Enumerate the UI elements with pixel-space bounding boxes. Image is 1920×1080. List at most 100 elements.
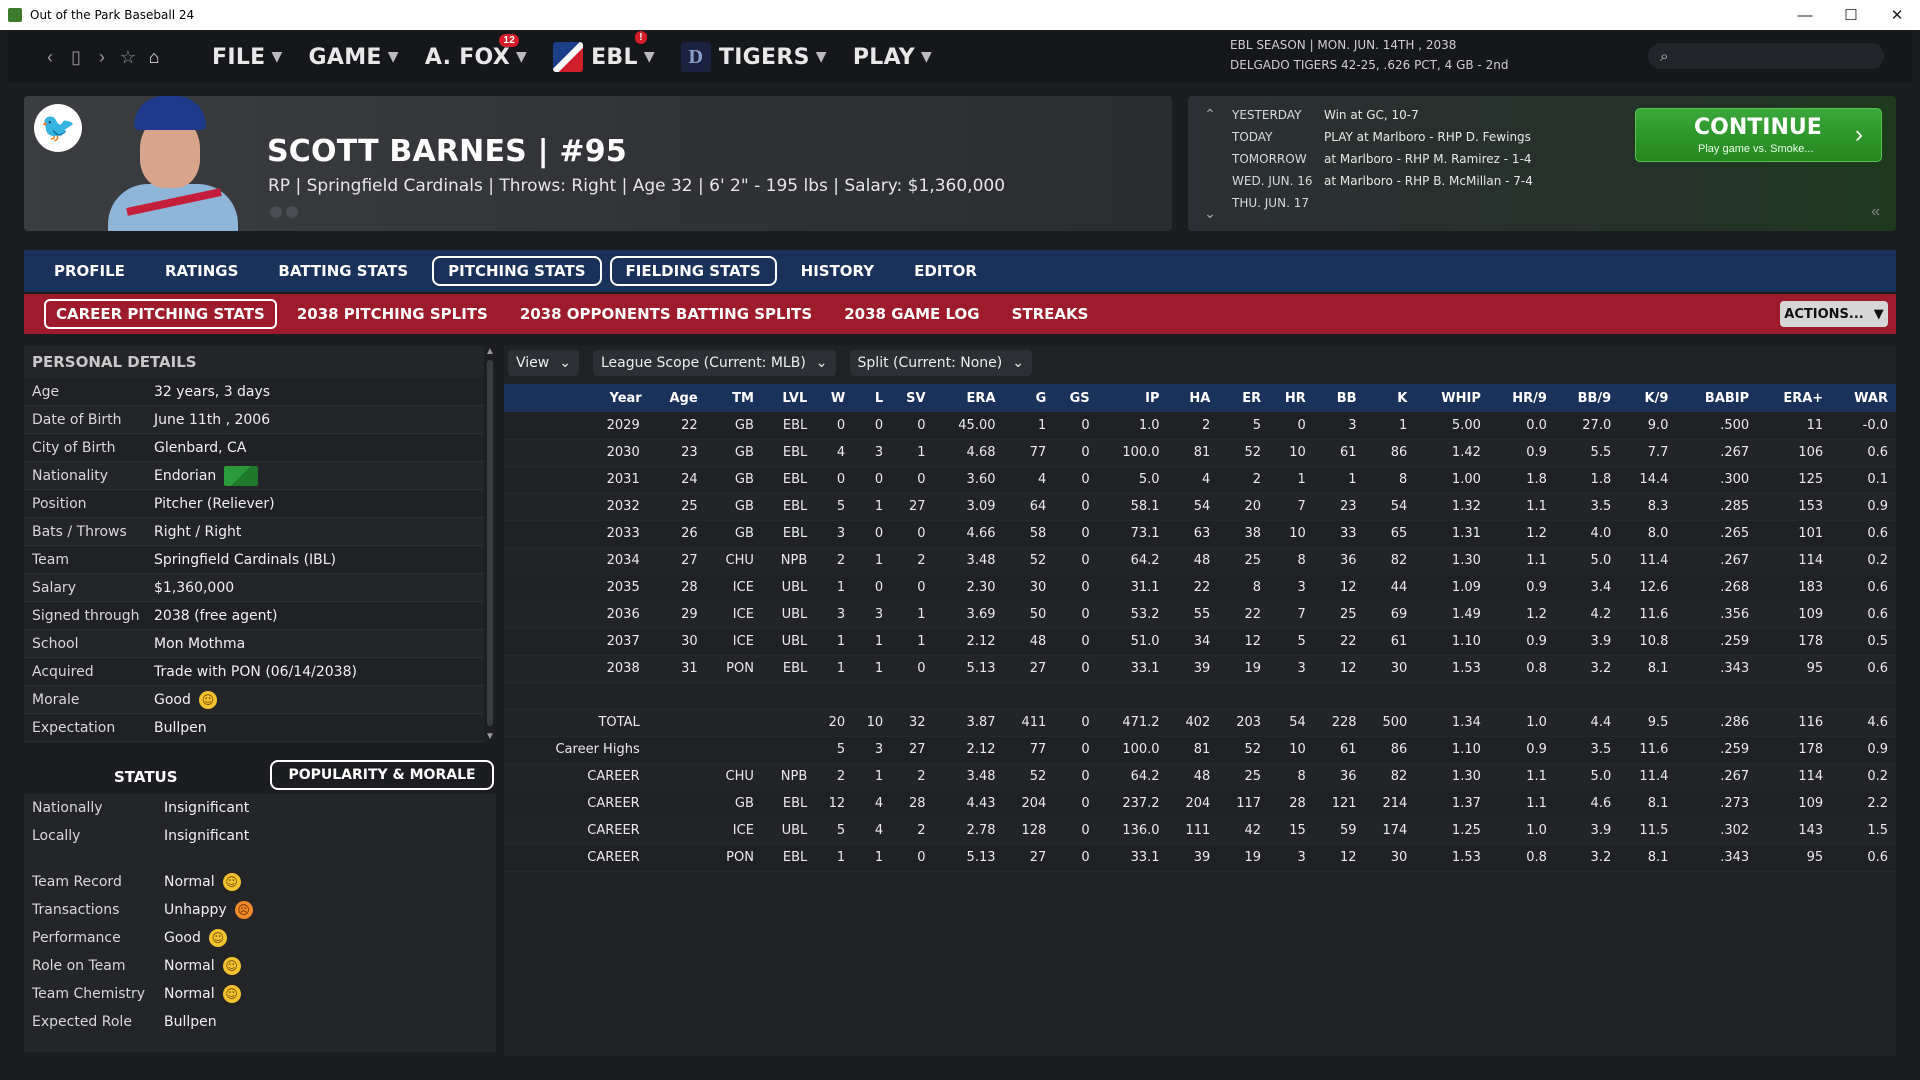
column-header[interactable]: WHIP [1415,384,1489,412]
table-cell: 27 [1003,844,1055,872]
column-header[interactable]: K [1364,384,1416,412]
home-icon[interactable]: ⌂ [148,46,160,67]
table-cell: 0 [1269,412,1314,440]
table-row[interactable]: CAREER CHU NPB 2 1 2 3.48 52 0 64.2 48 25 8 36 82 1.30 1… [504,763,1896,791]
column-header[interactable]: IP [1097,384,1168,412]
column-header[interactable]: BB [1313,384,1365,412]
tab-batting-stats[interactable]: BATTING STATS [278,262,409,280]
table-row[interactable]: 2033 26 GB EBL 3 0 0 4.66 58 0 73.1 63 38 10 33 65 1.31 1… [504,520,1896,548]
column-header[interactable]: Age [649,384,706,412]
minimize-button[interactable]: — [1797,6,1813,24]
table-row[interactable]: 2030 23 GB EBL 4 3 1 4.68 77 0 100.0 81 52 10 61 86 1.42… [504,439,1896,467]
subtab-game-log[interactable]: 2038 GAME LOG [844,305,980,323]
tab-fielding-stats[interactable]: FIELDING STATS [609,256,777,286]
table-row[interactable]: Career Highs 5 3 27 2.12 77 0 100.0 81 52 10 61 86 1.… [504,736,1896,764]
menu-play[interactable]: PLAY ▼ [853,45,932,70]
status-title[interactable]: STATUS [114,768,178,786]
chevron-down-icon[interactable]: ▼ [485,731,495,742]
chevron-up-icon[interactable]: ⌃ [1204,106,1216,122]
table-row[interactable]: 2029 22 GB EBL 0 0 0 45.00 1 0 1.0 2 5 0 3 1 5.00 0.0 27.0… [504,412,1896,440]
table-cell: 100.0 [1097,736,1168,764]
menu-game[interactable]: GAME ▼ [309,45,399,70]
table-cell: 30 [1003,574,1055,602]
split-dropdown[interactable]: Split (Current: None) ⌄ [849,350,1032,376]
schedule-row[interactable]: TOMORROW at Marlboro - RHP M. Ramirez - 1… [1232,152,1532,166]
table-row[interactable]: CAREER PON EBL 1 1 0 5.13 27 0 33.1 39 19 3 12 30 1.53 0… [504,844,1896,872]
table-row[interactable]: 2032 25 GB EBL 5 1 27 3.09 64 0 58.1 54 20 7 23 54 1.32 1… [504,493,1896,521]
table-cell: EBL [761,493,816,521]
column-header[interactable]: HR [1269,384,1314,412]
menu-manager[interactable]: A. FOX 12 ▼ [425,33,527,70]
chevron-down-icon: ▼ [921,49,933,65]
subtab-career-pitching[interactable]: CAREER PITCHING STATS [44,299,277,329]
column-header[interactable]: L [853,384,892,412]
table-row[interactable]: CAREER ICE UBL 5 4 2 2.78 128 0 136.0 111 42 15 59 174… [504,817,1896,845]
schedule-row[interactable]: TODAY PLAY at Marlboro - RHP D. Fewings [1232,130,1531,144]
column-header[interactable]: BB/9 [1554,384,1620,412]
schedule-row[interactable]: WED. JUN. 16 at Marlboro - RHP B. McMilla… [1232,174,1533,188]
column-header[interactable]: ERA [933,384,1004,412]
column-header[interactable]: ERA+ [1757,384,1832,412]
table-row[interactable]: 2034 27 CHU NPB 2 1 2 3.48 52 0 64.2 48 25 8 36 82 1.30 1… [504,547,1896,575]
subtab-pitching-splits[interactable]: 2038 PITCHING SPLITS [296,305,488,323]
subtab-opponents-splits[interactable]: 2038 OPPONENTS BATTING SPLITS [519,305,813,323]
table-row[interactable]: 2036 29 ICE UBL 3 3 1 3.69 50 0 53.2 55 22 7 25 69 1.49 1… [504,601,1896,629]
search-input[interactable] [1676,48,1857,64]
back-icon[interactable]: ‹ [47,46,53,67]
star-icon[interactable]: ☆ [119,46,137,67]
schedule-row[interactable]: YESTERDAY Win at GC, 10-7 [1232,108,1419,122]
column-header[interactable]: WAR [1831,384,1896,412]
maximize-button[interactable]: ☐ [1844,7,1858,24]
table-row[interactable]: 2038 31 PON EBL 1 1 0 5.13 27 0 33.1 39 19 3 12 30 1.53 0… [504,655,1896,683]
tab-history[interactable]: HISTORY [800,262,875,280]
tab-ratings[interactable]: RATINGS [164,262,239,280]
popularity-morale-button[interactable]: POPULARITY & MORALE [270,760,494,790]
table-row[interactable]: 2031 24 GB EBL 0 0 0 3.60 4 0 5.0 4 2 1 1 8 1.00 1.8 1.8 14… [504,466,1896,494]
details-scrollbar[interactable]: ▲ ▼ [484,346,496,742]
continue-button[interactable]: CONTINUE Play game vs. Smoke... › [1635,108,1882,162]
table-row[interactable]: CAREER GB EBL 12 4 28 4.43 204 0 237.2 204 117 28 121… [504,790,1896,818]
column-header[interactable]: HA [1167,384,1219,412]
column-header[interactable]: G [1003,384,1055,412]
subtab-streaks[interactable]: STREAKS [1011,305,1089,323]
menu-file[interactable]: FILE ▼ [212,45,283,70]
tab-profile[interactable]: PROFILE [54,262,125,280]
search-box[interactable]: ⌕ [1648,43,1884,69]
column-header[interactable]: LVL [761,384,816,412]
view-dropdown[interactable]: View ⌄ [508,350,579,376]
column-header[interactable]: ER [1218,384,1270,412]
chevron-down-icon[interactable]: ⌄ [1204,205,1216,221]
table-cell: 0 [853,412,892,440]
schedule-row[interactable]: THU. JUN. 17 [1232,196,1309,210]
column-header[interactable]: Year [504,384,650,412]
forward-icon[interactable]: › [99,46,105,67]
menu-team[interactable]: D TIGERS ▼ [680,42,827,72]
collapse-icon[interactable]: « [1871,203,1880,220]
menu-play-label: PLAY [852,44,916,70]
table-cell: 11.4 [1619,547,1677,575]
table-cell: 1 [891,439,934,467]
actions-button[interactable]: ACTIONS... ▼ [1780,301,1888,327]
page-icon[interactable]: ▯ [71,46,81,67]
column-header[interactable]: W [815,384,854,412]
column-header[interactable]: GS [1054,384,1098,412]
column-header[interactable]: SV [891,384,934,412]
pager-dots[interactable] [270,206,298,218]
table-row[interactable]: 2037 30 ICE UBL 1 1 1 2.12 48 0 51.0 34 12 5 22 61 1.10 0… [504,628,1896,656]
league-scope-dropdown[interactable]: League Scope (Current: MLB) ⌄ [592,350,836,376]
table-row[interactable]: 2035 28 ICE UBL 1 0 0 2.30 30 0 31.1 22 8 3 12 44 1.09 0.… [504,574,1896,602]
chevron-up-icon[interactable]: ▲ [485,346,495,357]
tab-editor[interactable]: EDITOR [914,262,977,280]
window-title: Out of the Park Baseball 24 [30,8,195,22]
menu-game-label: GAME [308,44,382,70]
scroll-thumb[interactable] [487,360,493,726]
column-header[interactable]: TM [705,384,762,412]
menu-league[interactable]: EBL! ▼ [553,31,655,72]
tab-pitching-stats[interactable]: PITCHING STATS [432,256,602,286]
close-button[interactable]: ✕ [1890,7,1904,24]
table-row[interactable]: TOTAL 20 10 32 3.87 411 0 471.2 402 203 54 228 500 1.… [504,709,1896,737]
table-cell: 1 [853,655,892,683]
column-header[interactable]: BABIP [1676,384,1758,412]
column-header[interactable]: HR/9 [1488,384,1555,412]
column-header[interactable]: K/9 [1619,384,1677,412]
